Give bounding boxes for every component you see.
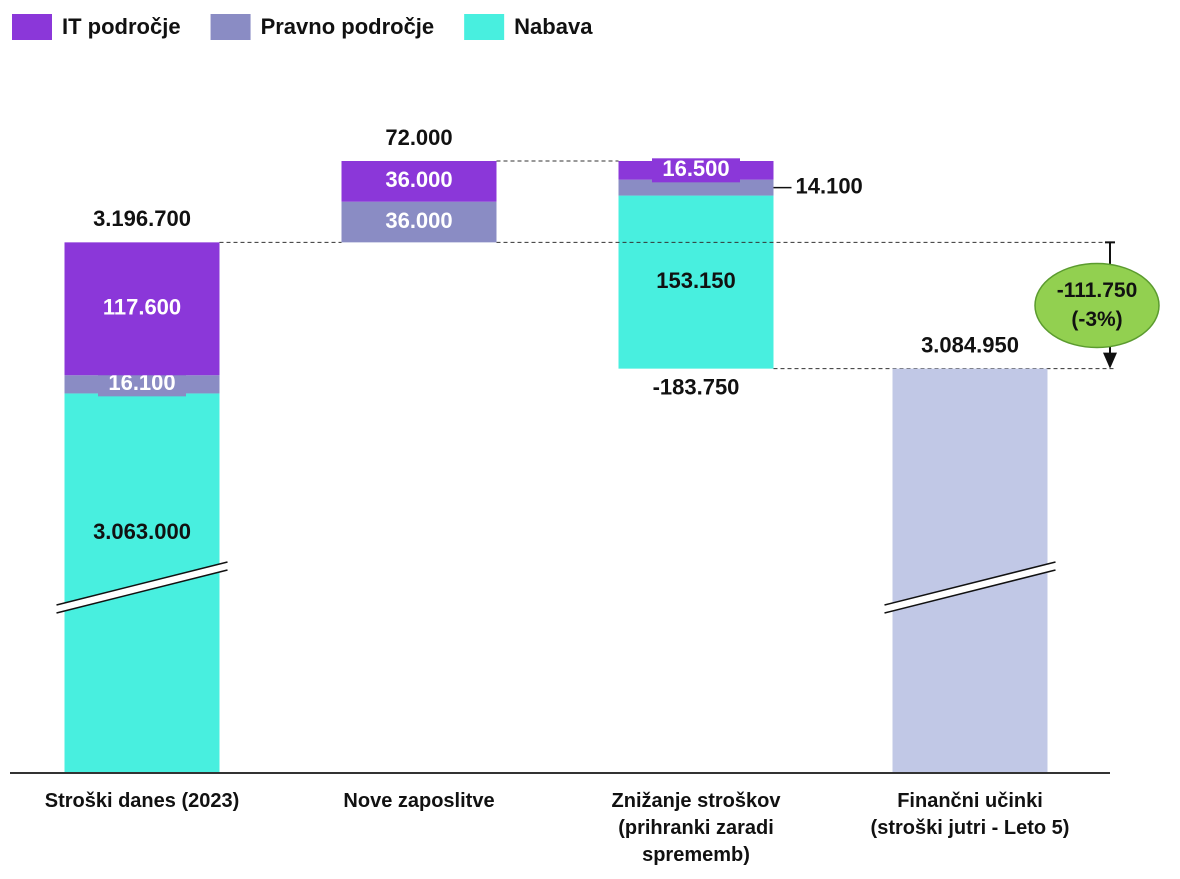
total-label: 3.084.950	[921, 332, 1019, 357]
segment	[618, 195, 774, 369]
segment-label: 36.000	[385, 208, 452, 233]
legend-label: Nabava	[514, 14, 593, 39]
axis-break-line	[56, 569, 228, 614]
legend-swatch	[464, 14, 505, 40]
total-label: -183.750	[653, 374, 740, 399]
x-tick-label: Nove zaposlitve	[343, 790, 495, 812]
legend-label: Pravno področje	[261, 14, 435, 39]
annotation-bubble	[1034, 262, 1160, 349]
segment-label: 36.000	[385, 167, 452, 192]
x-tick-label: Finančni učinki (stroški jutri - Leto 5)	[870, 790, 1070, 839]
segment	[341, 201, 497, 243]
segment-label: 14.100	[796, 173, 863, 198]
x-tick-label: Stroški danes (2023)	[44, 790, 240, 812]
segment	[341, 161, 497, 202]
legend-label: IT področje	[62, 14, 181, 39]
segment-label: 3.063.000	[93, 519, 191, 544]
axis-break-line	[884, 561, 1056, 606]
x-tick-label: Znižanje stroškov (prihranki zaradi spre…	[611, 790, 781, 866]
segment-label: 117.600	[103, 295, 181, 320]
axis-break-line	[884, 569, 1056, 614]
total-label: 3.196.700	[93, 206, 191, 231]
axis-break-line	[56, 561, 228, 606]
segment-label: 16.500	[662, 156, 729, 181]
segment	[618, 179, 774, 196]
arrow-head	[1103, 352, 1117, 369]
segment	[64, 242, 220, 376]
label-box	[98, 372, 186, 397]
axis-break	[884, 562, 1056, 613]
segment-label: 153.150	[656, 268, 736, 293]
annotation-label: -111.750	[1057, 279, 1138, 302]
axis-break	[56, 562, 228, 613]
annotation-label: (-3%)	[1071, 308, 1122, 331]
legend-swatch	[210, 14, 251, 40]
label-box	[652, 158, 740, 183]
total-label: 72.000	[385, 125, 452, 150]
legend-swatch	[12, 14, 52, 40]
